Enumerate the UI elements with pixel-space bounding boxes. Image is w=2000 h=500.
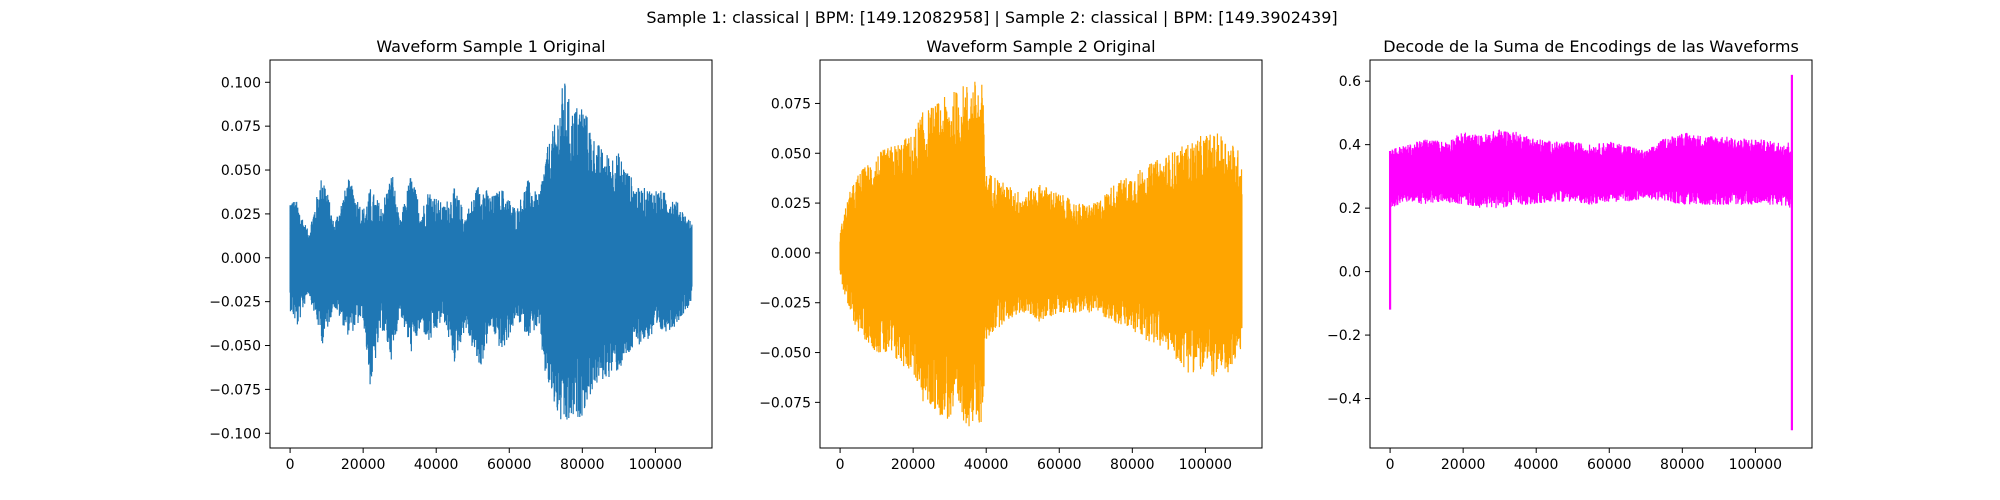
decoded-sum-panel: Decode de la Suma de Encodings de las Wa… xyxy=(1327,37,1813,473)
waveform-sample-1-ytick-label: −0.100 xyxy=(209,426,261,442)
waveform-sample-1-axes-frame xyxy=(269,59,713,449)
waveform-sample-1-xtick-label: 80000 xyxy=(560,457,605,473)
waveform-sample-2-xtick-label: 40000 xyxy=(964,457,1009,473)
waveform-sample-2-xtick-label: 0 xyxy=(836,457,845,473)
decoded-sum-xtick-label: 20000 xyxy=(1441,457,1486,473)
decoded-sum-ytick-label: 0.4 xyxy=(1339,138,1361,154)
decoded-sum-ytick-label: 0.2 xyxy=(1339,201,1361,217)
decoded-sum-axes-frame xyxy=(1369,59,1813,449)
waveform-sample-1-ytick-label: −0.025 xyxy=(209,295,261,311)
waveform-sample-2-ytick-label: 0.075 xyxy=(771,96,811,112)
waveform-sample-1-ytick-label: 0.050 xyxy=(221,163,261,179)
waveform-sample-1-ytick-label: −0.075 xyxy=(209,382,261,398)
decoded-sum-ytick-label: −0.4 xyxy=(1327,392,1361,408)
charts-container: Waveform Sample 1 Original 0 20000 40000 600… xyxy=(209,37,1813,473)
decoded-sum-ytick-label: 0.6 xyxy=(1339,74,1361,90)
decoded-sum-xtick-label: 60000 xyxy=(1587,457,1632,473)
waveform-sample-1-ytick-label: 0.075 xyxy=(221,119,261,135)
decoded-sum-xtick-label: 80000 xyxy=(1660,457,1705,473)
waveform-sample-2-ytick-label: −0.075 xyxy=(759,395,811,411)
waveform-sample-2-ytick-label: 0.025 xyxy=(771,196,811,212)
waveform-sample-1-ytick-label: 0.025 xyxy=(221,207,261,223)
waveform-sample-2-xtick-label: 20000 xyxy=(891,457,936,473)
waveform-sample-2-title: Waveform Sample 2 Original xyxy=(926,37,1155,56)
waveform-sample-2-xtick-label: 80000 xyxy=(1110,457,1155,473)
decoded-sum-title: Decode de la Suma de Encodings de las Wa… xyxy=(1383,37,1799,56)
waveform-sample-2-series-line xyxy=(839,81,1243,427)
waveform-sample-2-ytick-label: 0.000 xyxy=(771,246,811,262)
waveform-sample-2-xtick-label: 100000 xyxy=(1179,457,1232,473)
waveform-sample-1-xtick-label: 40000 xyxy=(414,457,459,473)
waveform-sample-2-ytick-label: 0.050 xyxy=(771,146,811,162)
waveform-sample-2-xtick-label: 60000 xyxy=(1037,457,1082,473)
figure-suptitle: Sample 1: classical | BPM: [149.12082958… xyxy=(646,8,1337,27)
decoded-sum-ytick-label: −0.2 xyxy=(1327,328,1361,344)
waveform-sample-1-ytick-label: 0.100 xyxy=(221,75,261,91)
decoded-sum-xtick-label: 40000 xyxy=(1514,457,1559,473)
waveform-sample-1-xtick-label: 100000 xyxy=(629,457,682,473)
decoded-sum-series-line xyxy=(1389,129,1793,209)
decoded-sum-xtick-label: 0 xyxy=(1386,457,1395,473)
waveform-sample-2-axes-frame xyxy=(819,59,1263,449)
waveform-sample-1-xtick-label: 0 xyxy=(286,457,295,473)
waveform-sample-2-ytick-label: −0.050 xyxy=(759,346,811,362)
waveform-sample-1-xtick-label: 60000 xyxy=(487,457,532,473)
waveform-sample-2-panel: Waveform Sample 2 Original 0 20000 40000 600… xyxy=(759,37,1263,473)
waveform-sample-1-ytick-label: −0.050 xyxy=(209,339,261,355)
waveform-sample-1-xtick-label: 20000 xyxy=(341,457,386,473)
waveform-sample-1-ytick-label: 0.000 xyxy=(221,251,261,267)
decoded-sum-ytick-label: 0.0 xyxy=(1339,265,1361,281)
waveform-sample-1-series-line xyxy=(289,83,693,420)
waveform-sample-1-panel: Waveform Sample 1 Original 0 20000 40000 600… xyxy=(209,37,713,473)
waveform-sample-1-title: Waveform Sample 1 Original xyxy=(376,37,605,56)
waveform-sample-2-ytick-label: −0.025 xyxy=(759,296,811,312)
decoded-sum-xtick-label: 100000 xyxy=(1729,457,1782,473)
